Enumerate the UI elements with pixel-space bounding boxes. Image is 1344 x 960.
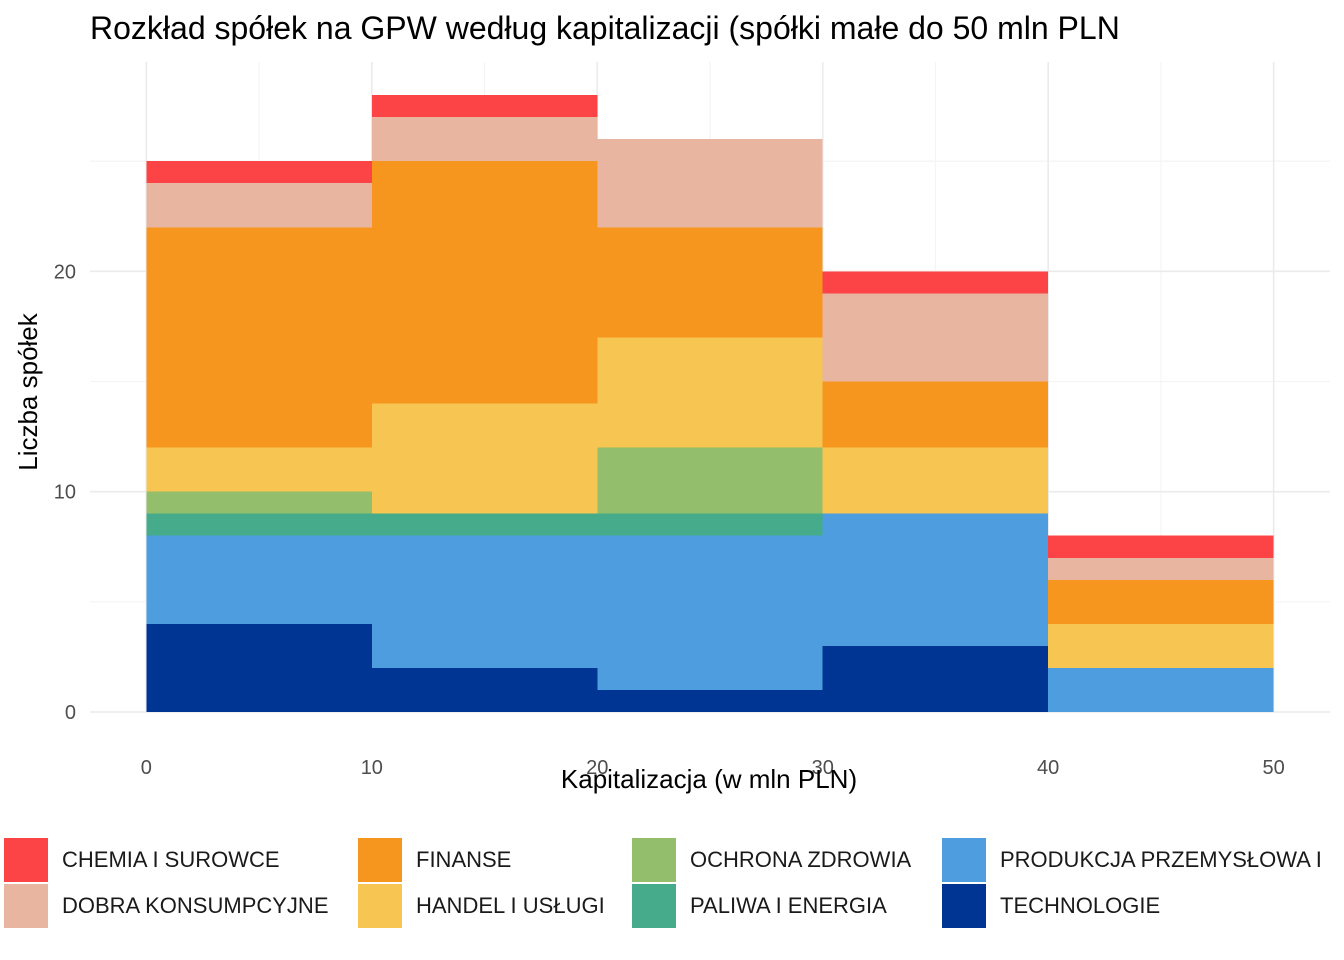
legend-label: FINANSE <box>416 847 512 872</box>
y-tick-label: 10 <box>54 482 76 504</box>
bar-segment <box>371 161 598 404</box>
bar-segment <box>597 447 823 514</box>
legend-swatch <box>4 884 48 928</box>
bar-segment <box>371 403 598 514</box>
legend-swatch <box>632 884 676 928</box>
bar-segment <box>371 513 598 536</box>
y-axis-label: Liczba spółek <box>13 312 43 471</box>
bar-segment <box>146 183 372 228</box>
y-tick-label: 20 <box>54 261 76 283</box>
bar-segment <box>822 645 1049 712</box>
bar-segment <box>1048 623 1274 668</box>
bar-segment <box>371 667 598 712</box>
bar-segment <box>1048 535 1274 558</box>
legend-item: PRODUKCJA PRZEMYSŁOWA I <box>942 838 1322 882</box>
legend-swatch <box>4 838 48 882</box>
bar-segment <box>597 689 823 712</box>
x-tick-label: 20 <box>586 757 608 779</box>
chart-plot-area: 0 10 20 30 40 50 0 10 20 Kapitalizacja (w mln P… <box>13 62 1330 794</box>
bar-segment <box>1048 557 1274 580</box>
y-axis-ticks: 0 10 20 <box>54 261 76 724</box>
legend-label: CHEMIA I SUROWCE <box>62 847 280 872</box>
bar-segment <box>822 513 1049 646</box>
legend-label: TECHNOLOGIE <box>1000 893 1161 918</box>
y-tick-label: 0 <box>65 702 76 724</box>
legend-item: CHEMIA I SUROWCE <box>4 838 280 882</box>
bar-segment <box>146 623 372 712</box>
bar-segment <box>1048 579 1274 624</box>
legend-swatch <box>942 838 986 882</box>
legend-swatch <box>942 884 986 928</box>
x-tick-label: 50 <box>1263 757 1285 779</box>
legend-item: FINANSE <box>358 838 511 882</box>
bar-segment <box>146 535 372 624</box>
bar-segment <box>1048 667 1274 712</box>
x-tick-label: 40 <box>1037 757 1059 779</box>
chart-title: Rozkład spółek na GPW według kapitalizac… <box>90 10 1120 46</box>
x-axis-label: Kapitalizacja (w mln PLN) <box>561 764 857 794</box>
bar-segment <box>597 513 823 536</box>
legend-item: TECHNOLOGIE <box>942 884 1160 928</box>
legend-label: PRODUKCJA PRZEMYSŁOWA I <box>1000 847 1322 872</box>
bar-segment <box>597 535 823 690</box>
legend-swatch <box>358 838 402 882</box>
x-tick-label: 30 <box>812 757 834 779</box>
legend-item: HANDEL I USŁUGI <box>358 884 605 928</box>
bar-segment <box>371 95 598 118</box>
x-tick-label: 0 <box>141 757 152 779</box>
bar-segment <box>597 139 823 228</box>
legend-label: HANDEL I USŁUGI <box>416 893 605 918</box>
bar-segment <box>597 337 823 448</box>
bar-segment <box>822 293 1049 382</box>
legend-item: DOBRA KONSUMPCYJNE <box>4 884 329 928</box>
bar-segment <box>822 447 1049 514</box>
stacked-bars <box>146 95 1274 712</box>
legend-label: OCHRONA ZDROWIA <box>690 847 912 872</box>
legend-item: OCHRONA ZDROWIA <box>632 838 911 882</box>
bar-segment <box>146 447 372 492</box>
x-tick-label: 10 <box>361 757 383 779</box>
legend-item: PALIWA I ENERGIA <box>632 884 887 928</box>
legend-swatch <box>632 838 676 882</box>
x-axis-ticks: 0 10 20 30 40 50 <box>141 757 1285 779</box>
bar-segment <box>822 381 1049 448</box>
bar-segment <box>371 535 598 668</box>
bar-segment <box>146 491 372 514</box>
legend: CHEMIA I SUROWCE DOBRA KONSUMPCYJNE FINANS… <box>0 838 1344 938</box>
bar-segment <box>146 513 372 536</box>
legend-label: PALIWA I ENERGIA <box>690 893 887 918</box>
bar-segment <box>597 227 823 338</box>
legend-swatch <box>358 884 402 928</box>
bar-segment <box>822 271 1049 294</box>
legend-label: DOBRA KONSUMPCYJNE <box>62 893 329 918</box>
bar-segment <box>371 117 598 162</box>
bar-segment <box>146 227 372 448</box>
bar-segment <box>146 161 372 184</box>
